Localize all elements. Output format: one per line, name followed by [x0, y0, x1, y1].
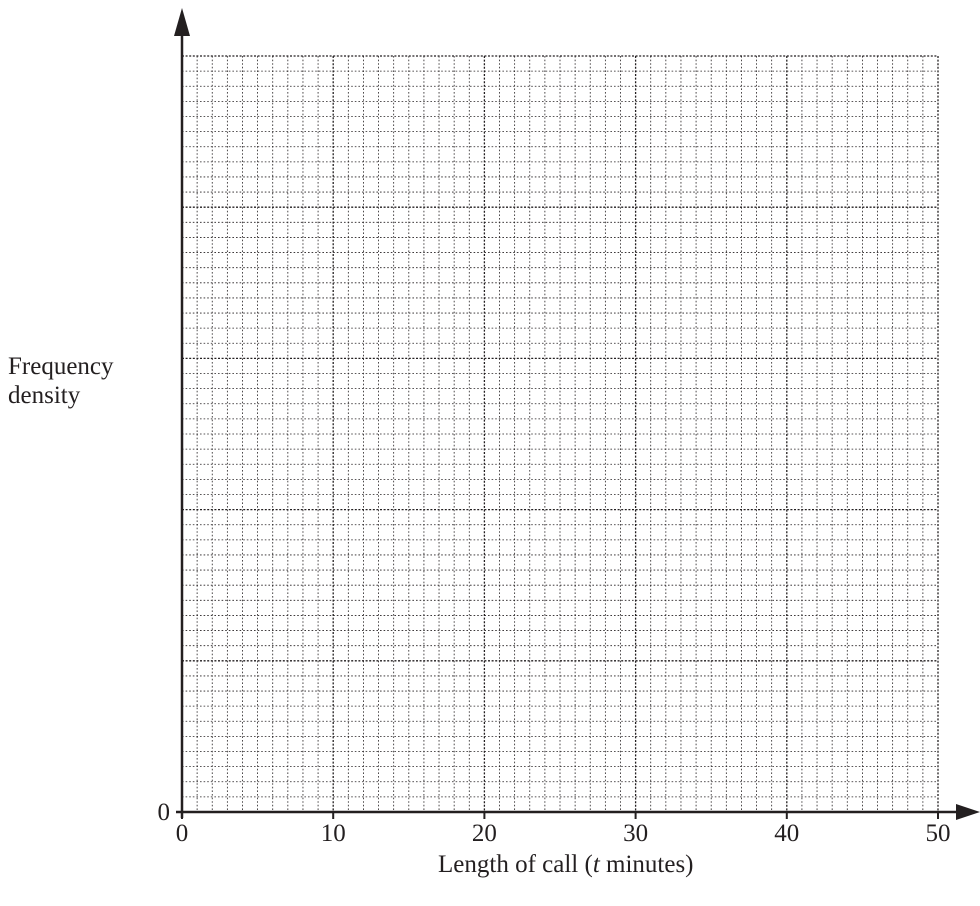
- x-tick-label: 30: [623, 820, 648, 847]
- x-axis-label-suffix: minutes): [599, 851, 694, 878]
- x-axis-label-prefix: Length of call (: [438, 851, 593, 878]
- x-tick-label: 50: [926, 820, 951, 847]
- x-axis-arrow-icon: [956, 804, 980, 820]
- x-tick-label: 0: [176, 820, 189, 847]
- y-axis-label-line-1: Frequency: [8, 353, 114, 380]
- x-tick-labels: 0 10 20 30 40 50: [176, 820, 951, 847]
- x-axis-label-variable: t: [592, 851, 600, 878]
- axes: [174, 8, 980, 820]
- x-tick-label: 20: [472, 820, 497, 847]
- x-tick-label: 10: [321, 820, 346, 847]
- y-axis-label-line-2: density: [8, 382, 81, 409]
- y-origin-label: 0: [158, 799, 171, 826]
- x-tick-label: 40: [774, 820, 799, 847]
- y-axis-arrow-icon: [174, 8, 190, 36]
- x-axis-label: Length of call (t minutes): [438, 850, 694, 879]
- x-tick-marks: [181, 812, 939, 819]
- y-axis-label: Frequency density: [8, 352, 114, 410]
- grid-minor-lines: [182, 56, 938, 812]
